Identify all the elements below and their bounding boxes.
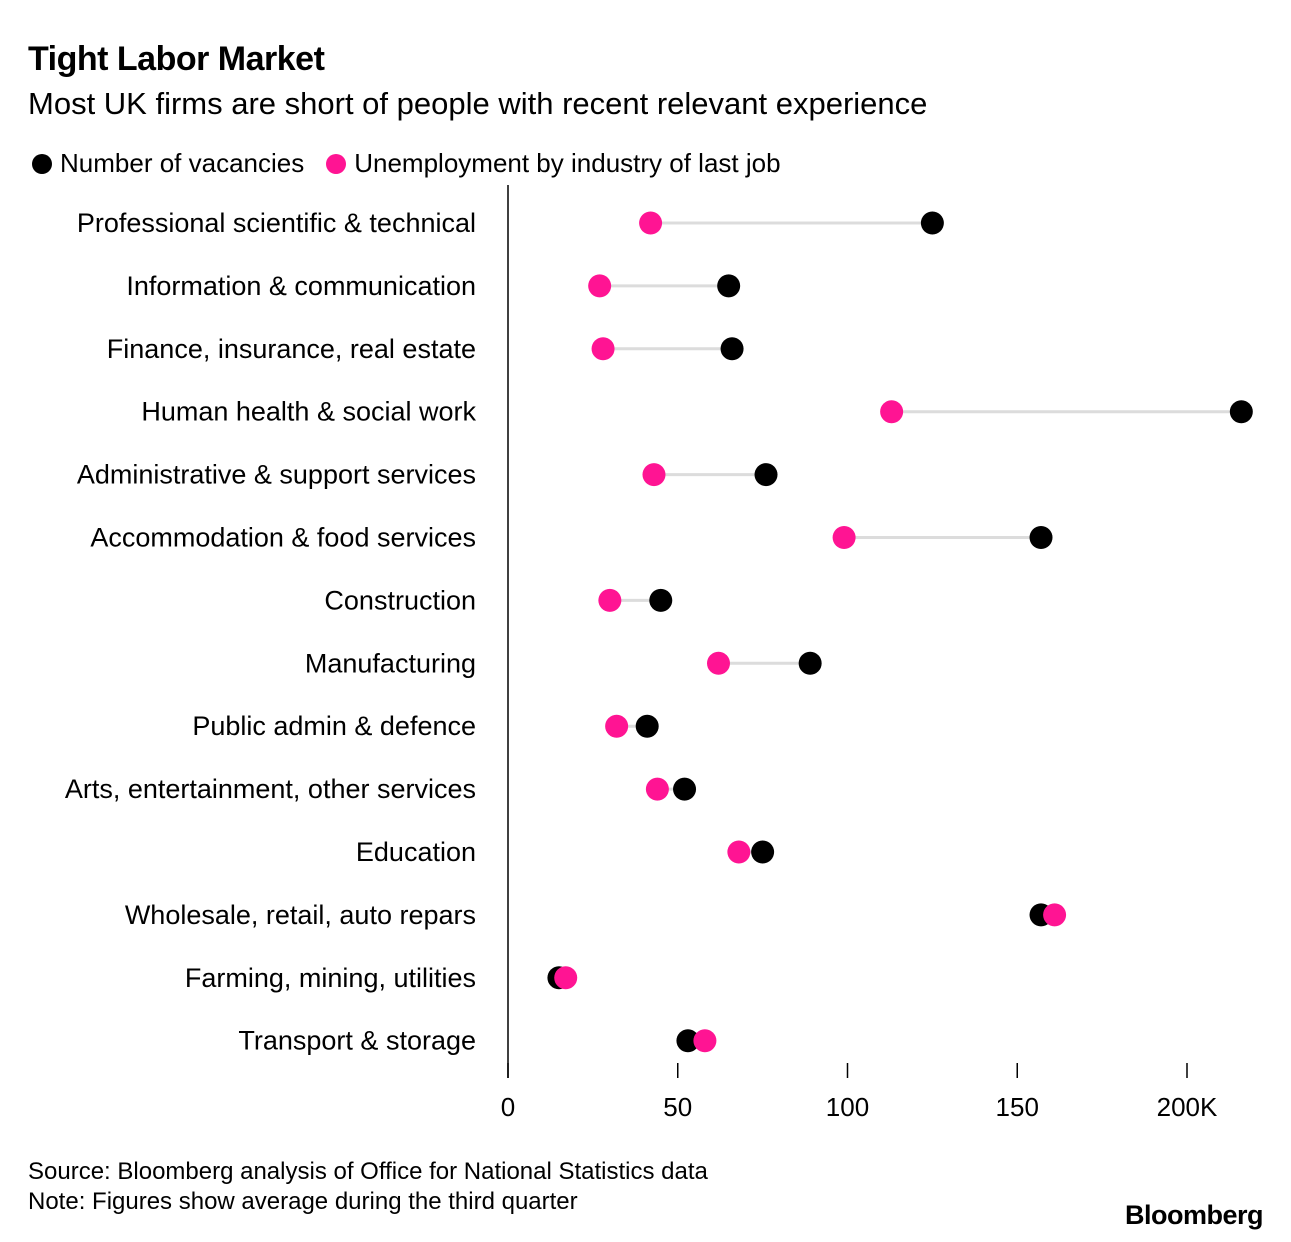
category-label: Finance, insurance, real estate — [107, 334, 476, 364]
category-label: Manufacturing — [305, 648, 476, 678]
vacancies-point — [649, 588, 673, 612]
category-label: Farming, mining, utilities — [185, 963, 476, 993]
vacancies-point — [720, 337, 744, 361]
vacancies-point — [798, 651, 822, 675]
legend-label: Number of vacancies — [60, 148, 305, 178]
footnote: Note: Figures show average during the th… — [28, 1188, 578, 1215]
unemployment-point — [727, 840, 751, 864]
legend-label: Unemployment by industry of last job — [354, 148, 781, 178]
category-label: Accommodation & food services — [90, 523, 476, 553]
unemployment-point — [639, 211, 663, 235]
category-label: Information & communication — [126, 271, 476, 301]
category-label: Arts, entertainment, other services — [65, 774, 476, 804]
x-tick-label: 50 — [663, 1092, 692, 1122]
x-tick-label: 0 — [501, 1092, 515, 1122]
vacancies-point — [673, 777, 697, 801]
category-label: Transport & storage — [238, 1026, 476, 1056]
category-label: Administrative & support services — [77, 460, 476, 490]
unemployment-point — [832, 526, 856, 549]
legend-item-vacancies: Number of vacancies — [32, 148, 304, 179]
unemployment-point — [598, 588, 622, 612]
x-tick-label: 100 — [826, 1092, 869, 1122]
legend: Number of vacancies Unemployment by indu… — [32, 148, 803, 179]
category-label: Human health & social work — [141, 397, 476, 427]
unemployment-point — [642, 463, 666, 487]
vacancies-point — [717, 274, 741, 298]
unemployment-point — [554, 966, 578, 990]
unemployment-point — [591, 337, 615, 361]
unemployment-point — [605, 714, 629, 738]
vacancies-point — [920, 211, 944, 235]
x-tick-label: 200K — [1157, 1092, 1218, 1122]
bloomberg-logo: Bloomberg — [1124, 1200, 1264, 1230]
category-label: Professional scientific & technical — [77, 208, 476, 238]
legend-item-unemployment: Unemployment by industry of last job — [326, 148, 781, 179]
vacancies-point — [754, 463, 778, 487]
category-label: Wholesale, retail, auto repars — [125, 900, 476, 930]
unemployment-point — [693, 1029, 717, 1053]
category-label: Education — [356, 837, 476, 867]
x-tick-label: 150 — [996, 1092, 1039, 1122]
source-note: Source: Bloomberg analysis of Office for… — [28, 1158, 708, 1185]
unemployment-point — [880, 400, 904, 424]
vacancies-point — [1229, 400, 1253, 424]
legend-dot-icon — [32, 153, 52, 174]
vacancies-point — [676, 1029, 700, 1053]
unemployment-point — [645, 777, 669, 801]
chart-subtitle: Most UK firms are short of people with r… — [28, 86, 928, 121]
unemployment-point — [588, 274, 612, 298]
category-label: Public admin & defence — [192, 711, 476, 741]
unemployment-point — [706, 651, 730, 675]
unemployment-point — [1043, 903, 1067, 927]
vacancies-point — [1029, 526, 1053, 549]
vacancies-point — [635, 714, 659, 738]
legend-dot-icon — [326, 153, 347, 174]
vacancies-point — [751, 840, 775, 864]
category-label: Construction — [324, 585, 476, 615]
chart-title: Tight Labor Market — [28, 40, 325, 78]
